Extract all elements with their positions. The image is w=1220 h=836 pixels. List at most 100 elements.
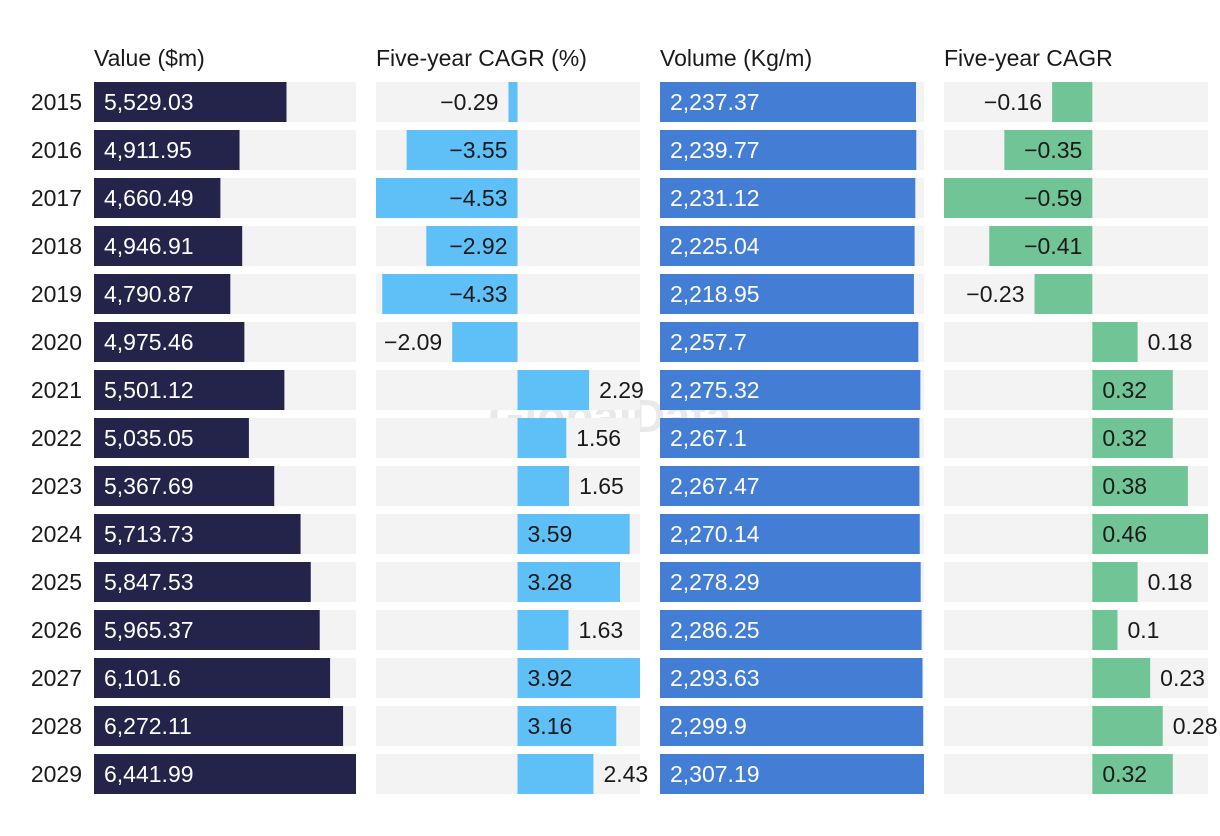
data-label: 5,847.53 (104, 569, 194, 595)
bar (517, 610, 569, 650)
data-label: 4,946.91 (104, 233, 194, 259)
year-label: 2025 (31, 569, 82, 595)
data-label: 2,299.9 (670, 713, 747, 739)
data-label: 4,790.87 (104, 281, 194, 307)
bar (517, 754, 594, 794)
data-label: 4,911.95 (104, 137, 192, 163)
bar (406, 130, 518, 170)
bar-track (944, 658, 1208, 698)
data-label: 2,237.37 (670, 89, 760, 115)
data-label: 2,231.12 (670, 185, 760, 211)
bar (989, 226, 1093, 266)
bar (944, 178, 1093, 218)
bar (660, 274, 914, 314)
bar (94, 610, 320, 650)
bar (1052, 82, 1093, 122)
bar (1092, 706, 1163, 746)
year-label: 2017 (31, 185, 82, 211)
bar (660, 322, 919, 362)
bar (660, 82, 917, 122)
bar (1092, 754, 1173, 794)
bar (1034, 274, 1093, 314)
data-label: −2.92 (449, 233, 507, 259)
bar-track (376, 418, 640, 458)
bar (1092, 466, 1188, 506)
bar (660, 658, 923, 698)
bar (426, 226, 518, 266)
bar (382, 274, 518, 314)
bar (94, 370, 285, 410)
data-label: 2,307.19 (670, 761, 760, 787)
data-label: 2,270.14 (670, 521, 760, 547)
column-header: Five-year CAGR (944, 45, 1113, 71)
data-label: 0.18 (1148, 569, 1193, 595)
bar (94, 466, 275, 506)
year-label: 2019 (31, 281, 82, 307)
data-label: 1.65 (579, 473, 624, 499)
bar (660, 466, 920, 506)
bar (94, 514, 301, 554)
bar (660, 754, 924, 794)
data-label: −0.35 (1024, 137, 1082, 163)
year-label: 2020 (31, 329, 82, 355)
year-label: 2029 (31, 761, 82, 787)
data-label: 4,975.46 (104, 329, 194, 355)
bar (660, 562, 921, 602)
bar (660, 514, 920, 554)
data-label: 5,965.37 (104, 617, 194, 643)
bar (94, 562, 311, 602)
year-label: 2016 (31, 137, 82, 163)
data-label: 2.29 (599, 377, 644, 403)
bar (94, 418, 249, 458)
data-label: 0.18 (1148, 329, 1193, 355)
data-label: 2,257.7 (670, 329, 747, 355)
data-label: −0.41 (1024, 233, 1082, 259)
data-label: 3.28 (528, 569, 573, 595)
bar (94, 754, 356, 794)
bar-track (944, 562, 1208, 602)
bar (1092, 562, 1138, 602)
data-label: 0.1 (1127, 617, 1159, 643)
data-label: 1.63 (578, 617, 623, 643)
data-label: 2,293.63 (670, 665, 760, 691)
bar (94, 130, 240, 170)
data-label: 0.46 (1102, 521, 1147, 547)
bar-track (376, 466, 640, 506)
data-label: 3.92 (528, 665, 573, 691)
bar (452, 322, 518, 362)
bar (660, 418, 920, 458)
data-label: 5,529.03 (104, 89, 194, 115)
bar (517, 562, 621, 602)
data-label: 5,035.05 (104, 425, 194, 451)
year-label: 2023 (31, 473, 82, 499)
bar (1092, 658, 1151, 698)
data-label: 0.23 (1160, 665, 1205, 691)
bar (517, 514, 630, 554)
data-label: −0.59 (1024, 185, 1082, 211)
data-label: 5,501.12 (104, 377, 194, 403)
data-label: 2,239.77 (670, 137, 760, 163)
bar (94, 706, 344, 746)
bar (94, 178, 221, 218)
year-label: 2015 (31, 89, 82, 115)
data-label: 0.32 (1102, 761, 1147, 787)
data-label: 0.32 (1102, 425, 1147, 451)
year-label: 2027 (31, 665, 82, 691)
bar (94, 82, 287, 122)
bar (94, 274, 231, 314)
bar-track (376, 610, 640, 650)
data-label: 5,713.73 (104, 521, 194, 547)
bar (1004, 130, 1093, 170)
bar (376, 178, 518, 218)
data-label: 0.38 (1102, 473, 1147, 499)
data-label: 5,367.69 (104, 473, 194, 499)
data-label: 3.16 (528, 713, 573, 739)
data-label: −0.16 (984, 89, 1042, 115)
bar (660, 706, 924, 746)
data-label: 6,441.99 (104, 761, 194, 787)
data-label: 6,101.6 (104, 665, 181, 691)
data-label: 2,267.47 (670, 473, 760, 499)
year-label: 2026 (31, 617, 82, 643)
year-label: 2024 (31, 521, 82, 547)
